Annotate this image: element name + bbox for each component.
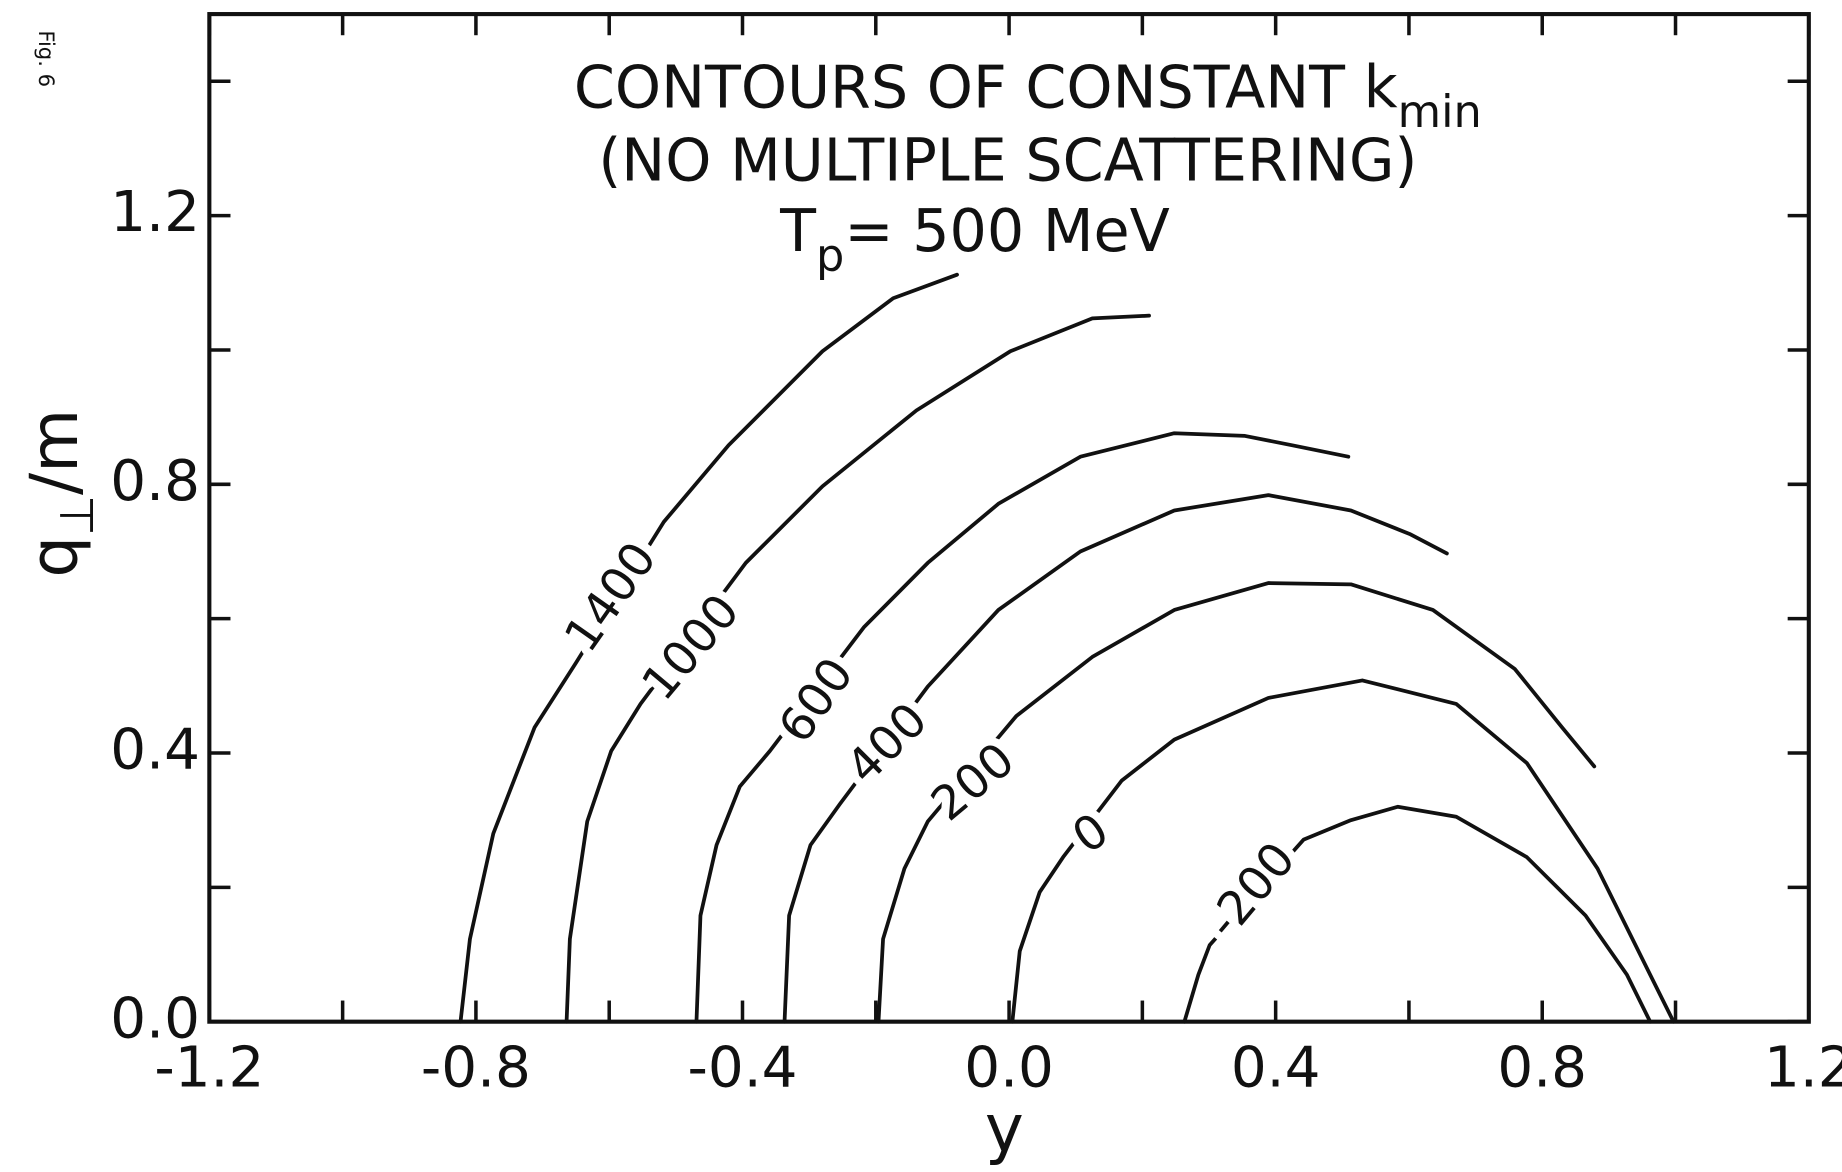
- ylabel-sub: ⊥: [50, 495, 105, 536]
- y-tick-label: 0.0: [110, 986, 200, 1051]
- contour-line: [694, 431, 1351, 1024]
- ylabel-text: q: [16, 536, 93, 578]
- x-tick-label: 0.4: [1231, 1036, 1321, 1101]
- subtitle: (NO MULTIPLE SCATTERING): [598, 127, 1417, 195]
- annotation-sub: p: [816, 229, 844, 281]
- title-text: CONTOURS OF CONSTANT k: [574, 54, 1398, 122]
- contour-line: [458, 272, 959, 1024]
- contour-line: [782, 493, 1449, 1024]
- contour-label: 1400: [554, 532, 668, 661]
- y-tick-label: 0.8: [110, 449, 200, 514]
- y-axis-label: q⊥/m: [16, 409, 105, 578]
- x-tick-label: -1.2: [154, 1036, 264, 1101]
- annotation-rest: = 500 MeV: [844, 197, 1169, 265]
- x-tick-label: 0.8: [1497, 1036, 1587, 1101]
- x-tick-label: 0.0: [964, 1036, 1054, 1101]
- annotation-text: T: [779, 197, 817, 265]
- contour-label: -200: [1196, 832, 1307, 949]
- contour-line: [876, 581, 1597, 1024]
- figure-label: Fig. 6: [34, 30, 59, 87]
- y-tick-label: 1.2: [110, 180, 200, 245]
- x-tick-label: -0.4: [688, 1036, 798, 1101]
- contour-label: 400: [836, 692, 938, 794]
- contour-line: [1182, 804, 1653, 1024]
- contour-line: [1010, 678, 1676, 1024]
- x-tick-label: -0.8: [421, 1036, 531, 1101]
- contour-label: 1000: [631, 584, 750, 711]
- contour-line: [564, 313, 1151, 1024]
- chart-title: CONTOURS OF CONSTANT kmin: [574, 54, 1482, 138]
- x-axis-label: y: [985, 1090, 1024, 1167]
- annotation: Tp= 500 MeV: [779, 197, 1170, 281]
- y-tick-label: 0.4: [110, 718, 200, 783]
- contour-label: 200: [921, 732, 1025, 832]
- title-sub: min: [1398, 86, 1482, 138]
- ylabel-rest: /m: [16, 409, 93, 495]
- contour-label: 0: [1063, 803, 1119, 865]
- x-tick-label: 1.2: [1764, 1036, 1842, 1101]
